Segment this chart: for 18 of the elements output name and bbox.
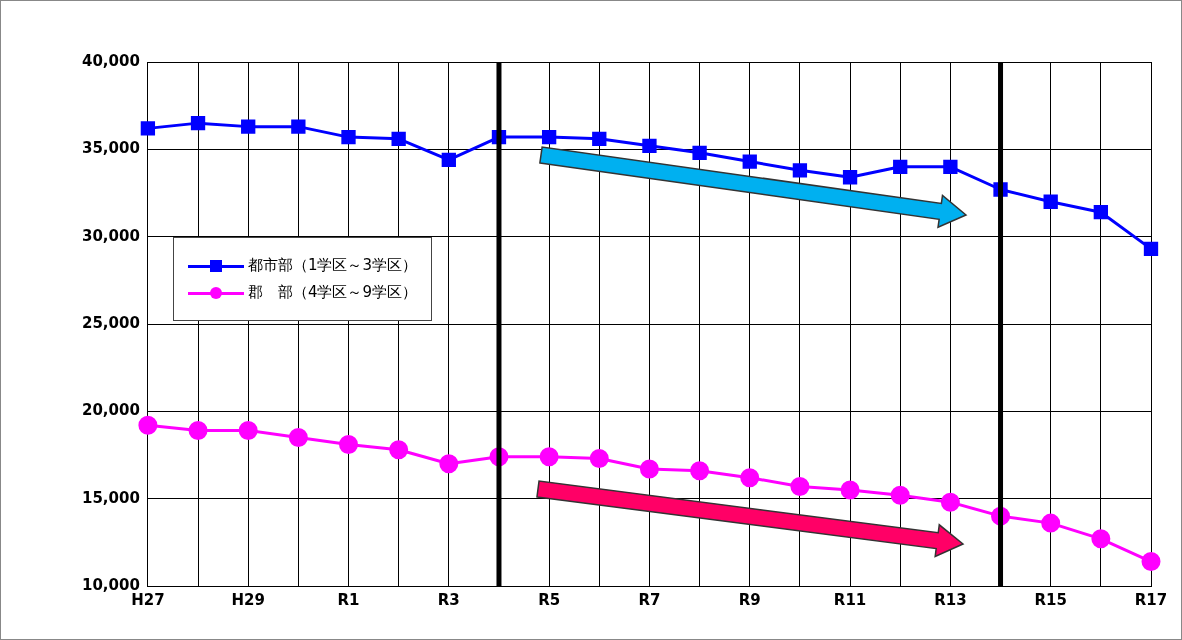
x-tick-label: R15 <box>1034 590 1067 609</box>
x-tick-label: R13 <box>934 590 967 609</box>
x-tick-label: H29 <box>231 590 265 609</box>
x-tick-label: R3 <box>437 590 460 609</box>
x-tick-label: R17 <box>1134 590 1168 609</box>
y-tick-label: 15,000 <box>81 488 140 507</box>
x-tick-label: R1 <box>337 590 360 609</box>
x-tick-label: R9 <box>738 590 761 609</box>
y-tick-label: 25,000 <box>81 313 140 332</box>
y-tick-label: 20,000 <box>81 401 140 420</box>
y-tick-label: 35,000 <box>81 139 140 158</box>
x-tick-label: R5 <box>538 590 561 609</box>
x-tick-label: R11 <box>833 590 867 609</box>
legend-label: 郡 部（4学区～9学区） <box>247 283 417 302</box>
x-tick-label: R7 <box>638 590 661 609</box>
y-tick-label: 30,000 <box>81 226 140 245</box>
y-tick-label: 40,000 <box>81 51 140 70</box>
legend-label: 都市部（1学区～3学区） <box>247 256 417 275</box>
